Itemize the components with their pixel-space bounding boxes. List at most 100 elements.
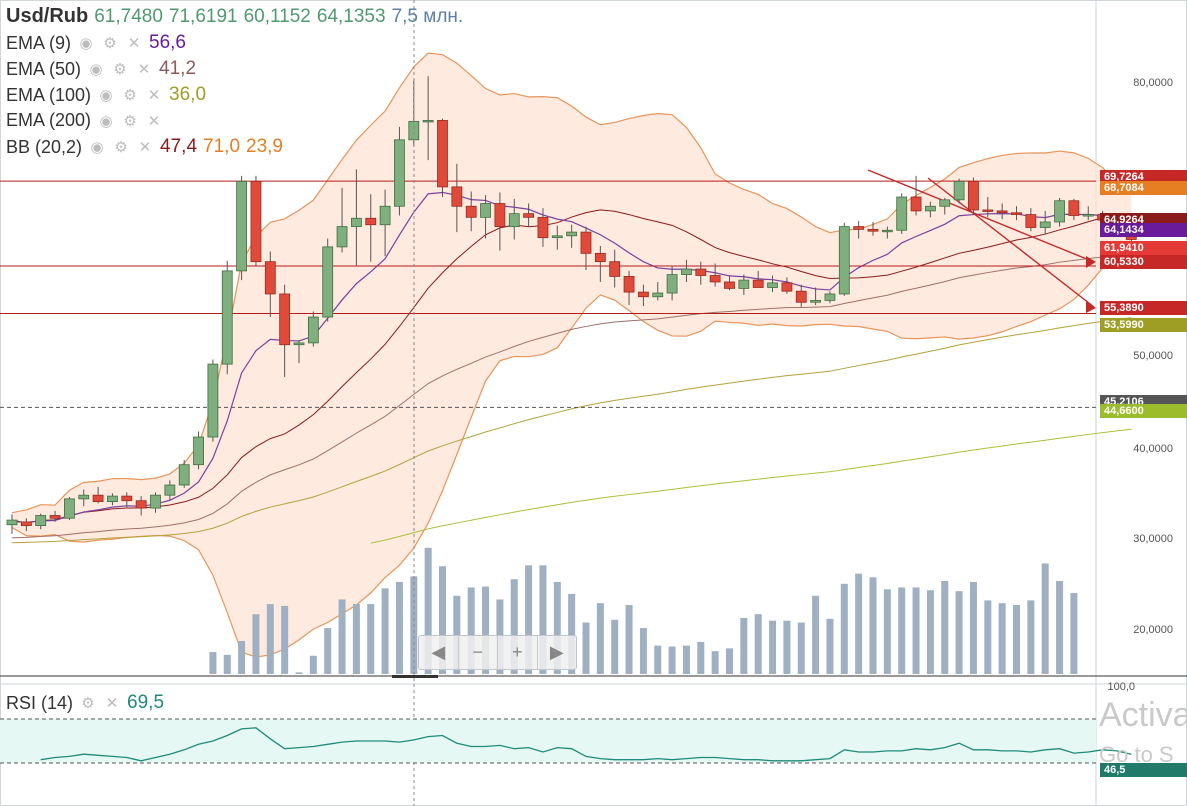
candlestick[interactable] — [437, 120, 448, 188]
candlestick[interactable] — [881, 229, 893, 233]
candlestick[interactable] — [968, 180, 979, 211]
candlestick[interactable] — [609, 261, 621, 277]
candlestick[interactable] — [480, 203, 491, 218]
candlestick[interactable] — [92, 494, 104, 503]
gear-icon[interactable]: ⚙ — [81, 695, 95, 712]
candlestick[interactable] — [164, 484, 176, 496]
candlestick[interactable] — [695, 268, 707, 276]
candlestick[interactable] — [537, 216, 549, 239]
candlestick[interactable] — [336, 226, 348, 248]
candlestick[interactable] — [365, 217, 377, 226]
zoom-out-button[interactable]: − — [459, 636, 498, 669]
candlestick[interactable] — [1054, 200, 1065, 223]
candlestick[interactable] — [666, 274, 678, 294]
candlestick[interactable] — [451, 186, 463, 207]
candlestick[interactable] — [178, 464, 190, 486]
candlestick[interactable] — [1082, 214, 1094, 217]
candlestick[interactable] — [250, 180, 262, 263]
candlestick[interactable] — [193, 436, 204, 466]
candlestick[interactable] — [1025, 214, 1037, 228]
candlestick[interactable] — [394, 139, 405, 207]
candlestick[interactable] — [523, 213, 534, 218]
candlestick[interactable] — [752, 279, 764, 288]
candlestick[interactable] — [107, 495, 118, 503]
candlestick[interactable] — [594, 252, 606, 263]
candlestick[interactable] — [64, 498, 75, 519]
candlestick[interactable] — [867, 228, 879, 232]
scroll-left-button[interactable]: ◀ — [419, 636, 459, 669]
candlestick[interactable] — [1039, 221, 1051, 228]
candlestick[interactable] — [49, 515, 61, 519]
candlestick[interactable] — [738, 279, 750, 289]
gear-icon[interactable]: ⚙ — [123, 112, 137, 130]
gear-icon[interactable]: ⚙ — [123, 87, 137, 104]
candlestick[interactable] — [824, 293, 836, 301]
candlestick[interactable] — [6, 519, 18, 526]
eye-icon[interactable]: ◉ — [89, 61, 103, 78]
candlestick[interactable] — [724, 281, 735, 289]
close-icon[interactable]: ✕ — [147, 112, 161, 130]
candlestick[interactable] — [551, 235, 563, 239]
candlestick[interactable] — [236, 180, 248, 272]
candlestick[interactable] — [1068, 200, 1080, 216]
candlestick[interactable] — [781, 282, 793, 292]
candlestick[interactable] — [838, 226, 850, 295]
candlestick[interactable] — [681, 268, 692, 275]
candlestick[interactable] — [925, 205, 936, 212]
close-icon[interactable]: ✕ — [138, 139, 152, 156]
candlestick[interactable] — [307, 316, 319, 344]
gear-icon[interactable]: ⚙ — [113, 61, 127, 78]
candlestick[interactable] — [709, 275, 721, 283]
candlestick[interactable] — [982, 209, 994, 212]
candlestick[interactable] — [623, 276, 635, 293]
candlestick[interactable] — [322, 246, 334, 318]
close-icon[interactable]: ✕ — [127, 35, 141, 52]
candlestick[interactable] — [207, 363, 219, 438]
candlestick[interactable] — [896, 196, 908, 231]
candlestick[interactable] — [35, 515, 47, 527]
candlestick[interactable] — [422, 120, 434, 123]
candlestick[interactable] — [465, 205, 477, 218]
candlestick[interactable] — [135, 500, 147, 509]
candlestick[interactable] — [121, 495, 133, 502]
candlestick[interactable] — [1011, 212, 1022, 215]
close-icon[interactable]: ✕ — [105, 695, 119, 712]
candlestick[interactable] — [264, 261, 276, 295]
candlestick[interactable] — [939, 199, 951, 207]
volume-bar — [596, 603, 604, 674]
candlestick[interactable] — [279, 293, 291, 346]
candlestick[interactable] — [638, 291, 649, 298]
candlestick[interactable] — [910, 196, 922, 212]
close-icon[interactable]: ✕ — [137, 61, 151, 78]
scroll-right-button[interactable]: ▶ — [549, 642, 564, 662]
zoom-in-button[interactable]: + — [498, 636, 538, 669]
gear-icon[interactable]: ⚙ — [114, 139, 128, 156]
close-icon[interactable]: ✕ — [147, 87, 161, 104]
candlestick[interactable] — [221, 270, 233, 365]
eye-icon[interactable]: ◉ — [79, 35, 93, 52]
candlestick[interactable] — [652, 292, 664, 298]
candlestick[interactable] — [494, 203, 506, 227]
candlestick[interactable] — [20, 521, 32, 527]
trend-line[interactable] — [867, 169, 1095, 263]
eye-icon[interactable]: ◉ — [90, 139, 104, 156]
candlestick[interactable] — [379, 205, 391, 226]
candlestick[interactable] — [810, 300, 821, 303]
candlestick[interactable] — [293, 342, 305, 346]
candlestick[interactable] — [795, 290, 807, 303]
candlestick[interactable] — [150, 494, 161, 509]
candlestick[interactable] — [78, 494, 90, 500]
eye-icon[interactable]: ◉ — [99, 112, 113, 130]
candlestick[interactable] — [350, 217, 362, 227]
eye-icon[interactable]: ◉ — [99, 87, 113, 104]
candlestick[interactable] — [580, 231, 592, 254]
candlestick[interactable] — [566, 231, 578, 237]
candlestick[interactable] — [953, 180, 965, 201]
gear-icon[interactable]: ⚙ — [103, 35, 117, 52]
candlestick[interactable] — [508, 213, 520, 227]
candlestick[interactable] — [408, 120, 420, 141]
candlestick[interactable] — [767, 282, 778, 288]
candlestick[interactable] — [996, 210, 1008, 214]
candlestick[interactable] — [853, 226, 865, 230]
